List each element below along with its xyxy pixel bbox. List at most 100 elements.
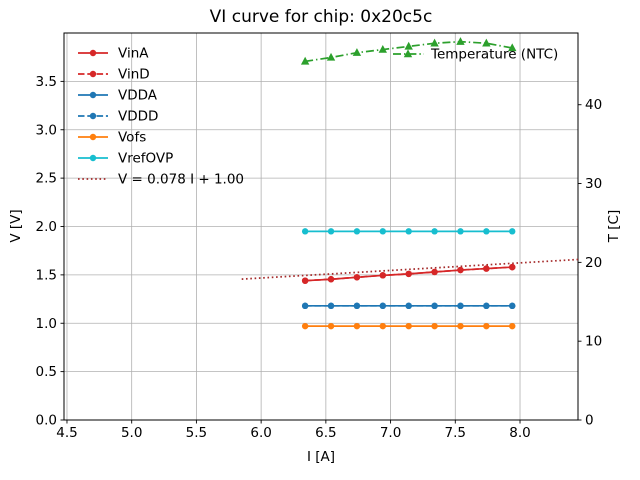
x-tick-label: 6.0 [250, 425, 271, 441]
series-marker [379, 228, 387, 235]
y-tick-label-left: 3.0 [36, 122, 57, 138]
series-v-0-078-i-1-00 [241, 258, 579, 280]
legend-entry: VrefOVP [78, 151, 173, 167]
series-marker [456, 37, 465, 45]
x-tick-label: 5.0 [121, 425, 142, 441]
axes: 4.5 5.0 5.5 6.0 6.5 7.0 7.5 8.0 0.0 0.5 1.0 1.5 2.0 2… [36, 32, 602, 441]
y-tick-label-right: 30 [585, 176, 602, 192]
series-marker [431, 322, 438, 330]
x-tick-label: 4.5 [56, 425, 77, 441]
legend-label: V = 0.078 I + 1.00 [118, 172, 244, 188]
y-tick-label-left: 0.0 [36, 413, 57, 429]
series-marker [352, 48, 362, 56]
legend-entry: V = 0.078 I + 1.00 [78, 172, 244, 188]
y-tick-label-left: 2.0 [36, 219, 57, 235]
legend-label: VrefOVP [118, 151, 173, 167]
series-marker [379, 322, 387, 330]
series-marker [509, 228, 516, 235]
y-tick-label-left: 0.5 [36, 364, 57, 380]
y-axis-label-right: T [C] [606, 210, 622, 244]
series-temperature-ntc- [300, 37, 517, 65]
series-marker [431, 268, 438, 276]
y-tick-label-right: 10 [585, 334, 602, 350]
series-marker [379, 272, 387, 279]
series-marker [431, 302, 438, 310]
series-line [241, 258, 579, 280]
series-marker [300, 56, 310, 65]
series-marker [430, 38, 439, 47]
series-marker [405, 228, 412, 235]
series-marker [405, 270, 412, 278]
series-marker [509, 302, 516, 310]
y-tick-label-left: 1.0 [36, 316, 57, 332]
legend-marker [89, 112, 97, 120]
y-tick-label-right: 20 [585, 255, 602, 271]
series-marker [405, 302, 412, 310]
series-marker [482, 38, 491, 47]
series-layer [241, 37, 579, 330]
y-tick-label-right: 0 [585, 413, 594, 429]
legend-entry: VinD [78, 67, 150, 83]
y-tick-label-left: 2.5 [36, 171, 57, 187]
series-marker [404, 41, 413, 50]
legend-label: VinA [118, 46, 149, 62]
x-tick-label: 7.5 [445, 425, 466, 441]
series-marker [457, 266, 464, 274]
series-marker [457, 302, 464, 310]
series-vddd [301, 302, 516, 310]
y-tick-label-left: 1.5 [36, 267, 57, 283]
temperature-legend: Temperature (NTC) [393, 47, 558, 63]
series-marker [327, 322, 335, 330]
series-marker [483, 228, 490, 235]
legend-label: VDDD [118, 109, 158, 125]
series-marker [353, 302, 361, 310]
legend-marker [89, 70, 97, 78]
x-tick-label: 7.0 [380, 425, 401, 441]
legend-marker [89, 91, 97, 99]
chart-title: VI curve for chip: 0x20c5c [210, 7, 433, 27]
series-marker [379, 302, 387, 310]
series-marker [301, 302, 309, 310]
series-marker [327, 302, 335, 310]
y-axis-label-left: V [V] [8, 209, 24, 242]
legend-marker [89, 49, 97, 57]
series-marker [483, 322, 490, 330]
x-tick-label: 6.5 [315, 425, 336, 441]
legend-entry: Vofs [78, 130, 146, 146]
series-marker [327, 276, 335, 283]
y-tick-label-right: 40 [585, 97, 602, 113]
legend-marker [89, 133, 97, 141]
series-marker [378, 44, 388, 53]
legend-label: VDDA [118, 88, 158, 104]
series-marker [509, 263, 516, 271]
series-marker [301, 228, 309, 235]
legend-label: VinD [118, 67, 150, 83]
series-marker [483, 302, 490, 310]
grid [64, 33, 578, 421]
series-marker [457, 322, 464, 330]
series-marker [508, 43, 517, 52]
series-marker [301, 322, 309, 330]
series-marker [326, 52, 336, 61]
series-vofs [301, 322, 516, 330]
series-marker [457, 228, 464, 235]
series-marker [509, 322, 516, 330]
legend-label: Vofs [118, 130, 146, 146]
x-tick-label: 5.5 [186, 425, 207, 441]
series-marker [353, 322, 361, 330]
series-vind [301, 263, 516, 284]
legend-label: Temperature (NTC) [430, 47, 558, 63]
series-marker [431, 228, 438, 235]
legend-entry: Temperature (NTC) [393, 47, 558, 63]
legend-entry: VDDD [78, 109, 158, 125]
series-marker [301, 277, 309, 284]
series-marker [483, 265, 490, 272]
x-axis-label: I [A] [307, 449, 335, 465]
legend-marker [403, 49, 413, 58]
legend-entry: VinA [78, 46, 149, 62]
series-vrefovp [301, 228, 516, 235]
x-tick-label: 8.0 [509, 425, 530, 441]
legend-marker [89, 154, 97, 162]
